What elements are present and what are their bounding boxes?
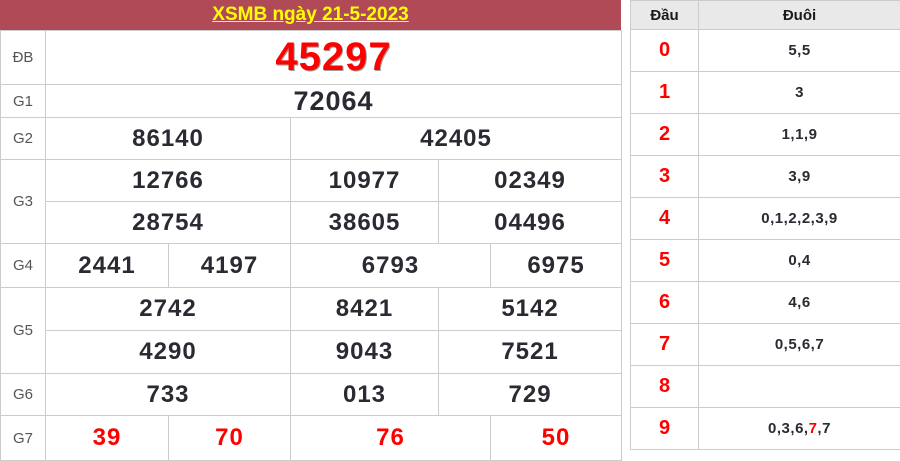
head-tail-row-9: 9 0,3,6,7,7 [631, 408, 900, 450]
duoi-values-9: 0,3,6,7,7 [699, 408, 900, 450]
prize-label-g1: G1 [1, 85, 46, 118]
head-tail-row-1: 1 3 [631, 72, 900, 114]
prize-g5-cell-5: 9043 [291, 331, 439, 374]
head-tail-row-8: 8 [631, 366, 900, 408]
dau-digit-1: 1 [631, 72, 699, 114]
duoi-values-0: 5,5 [699, 30, 900, 72]
head-tail-row-3: 3 3,9 [631, 156, 900, 198]
duoi-values-4: 0,1,2,2,3,9 [699, 198, 900, 240]
duoi-values-6: 4,6 [699, 282, 900, 324]
prize-label-g7: G7 [1, 416, 46, 461]
prize-g3-cell-1: 12766 [46, 160, 291, 202]
prize-row-g5-line1: G5 2742 8421 5142 [1, 288, 622, 331]
head-tail-row-4: 4 0,1,2,2,3,9 [631, 198, 900, 240]
prize-g5-cell-1: 2742 [46, 288, 291, 331]
dau-digit-7: 7 [631, 324, 699, 366]
prize-value-g1: 72064 [46, 85, 622, 118]
prize-g3-cell-4: 28754 [46, 202, 291, 244]
prize-g7-cell-1: 39 [46, 416, 169, 461]
prize-row-g4: G4 2441 4197 6793 6975 [1, 244, 622, 288]
prize-label-g4: G4 [1, 244, 46, 288]
head-tail-row-5: 5 0,4 [631, 240, 900, 282]
prize-g3-cell-3: 02349 [439, 160, 622, 202]
prize-value-db: 45297 [46, 31, 622, 85]
dau-digit-3: 3 [631, 156, 699, 198]
prize-label-g2: G2 [1, 118, 46, 160]
dau-digit-6: 6 [631, 282, 699, 324]
prize-g6-cell-3: 729 [439, 374, 622, 416]
prize-g5-cell-3: 5142 [439, 288, 622, 331]
prize-g5-cell-2: 8421 [291, 288, 439, 331]
prize-label-db: ĐB [1, 31, 46, 85]
title-bar: XSMB ngày 21-5-2023 [0, 0, 621, 30]
prize-g2-cell-2: 42405 [291, 118, 622, 160]
prize-g4-cell-2: 4197 [169, 244, 291, 288]
prize-row-g6: G6 733 013 729 [1, 374, 622, 416]
head-tail-panel: Đầu Đuôi 0 5,5 1 3 2 1,1,9 3 3,9 4 0,1,2… [630, 0, 900, 450]
head-tail-row-6: 6 4,6 [631, 282, 900, 324]
dau-digit-0: 0 [631, 30, 699, 72]
prize-row-g1: G1 72064 [1, 85, 622, 118]
prize-label-g6: G6 [1, 374, 46, 416]
duoi-values-2: 1,1,9 [699, 114, 900, 156]
prize-table: ĐB 45297 G1 72064 G2 86140 42405 G3 1276… [0, 30, 622, 461]
prize-row-db: ĐB 45297 [1, 31, 622, 85]
prize-g4-cell-1: 2441 [46, 244, 169, 288]
prize-g7-cell-2: 70 [169, 416, 291, 461]
prize-g7-cell-4: 50 [491, 416, 622, 461]
prize-g7-cell-3: 76 [291, 416, 491, 461]
dau-digit-4: 4 [631, 198, 699, 240]
dau-digit-8: 8 [631, 366, 699, 408]
head-tail-row-2: 2 1,1,9 [631, 114, 900, 156]
prize-g3-cell-6: 04496 [439, 202, 622, 244]
prize-g5-cell-4: 4290 [46, 331, 291, 374]
prize-g6-cell-2: 013 [291, 374, 439, 416]
prize-label-g3: G3 [1, 160, 46, 244]
prize-row-g3-line2: 28754 38605 04496 [1, 202, 622, 244]
head-tail-header-duoi: Đuôi [699, 1, 900, 30]
prize-g5-cell-6: 7521 [439, 331, 622, 374]
duoi-values-5: 0,4 [699, 240, 900, 282]
prize-label-g5: G5 [1, 288, 46, 374]
prize-g3-cell-5: 38605 [291, 202, 439, 244]
duoi-values-7: 0,5,6,7 [699, 324, 900, 366]
prize-row-g3-line1: G3 12766 10977 02349 [1, 160, 622, 202]
head-tail-row-7: 7 0,5,6,7 [631, 324, 900, 366]
duoi-values-1: 3 [699, 72, 900, 114]
head-tail-table: Đầu Đuôi 0 5,5 1 3 2 1,1,9 3 3,9 4 0,1,2… [630, 0, 900, 450]
duoi-values-8 [699, 366, 900, 408]
title-link[interactable]: XSMB ngày 21-5-2023 [212, 4, 408, 26]
dau-digit-9: 9 [631, 408, 699, 450]
prize-g4-cell-3: 6793 [291, 244, 491, 288]
prize-g2-cell-1: 86140 [46, 118, 291, 160]
prize-g6-cell-1: 733 [46, 374, 291, 416]
prize-g3-cell-2: 10977 [291, 160, 439, 202]
duoi-values-3: 3,9 [699, 156, 900, 198]
head-tail-header-dau: Đầu [631, 1, 699, 30]
dau-digit-5: 5 [631, 240, 699, 282]
head-tail-row-0: 0 5,5 [631, 30, 900, 72]
head-tail-header-row: Đầu Đuôi [631, 1, 900, 30]
prize-row-g5-line2: 4290 9043 7521 [1, 331, 622, 374]
duoi-9-part-2: ,7 [817, 420, 831, 437]
prize-row-g2: G2 86140 42405 [1, 118, 622, 160]
duoi-9-part-1: 0,3,6, [768, 420, 809, 437]
main-results-panel: XSMB ngày 21-5-2023 ĐB 45297 G1 72064 G2… [0, 0, 621, 461]
dau-digit-2: 2 [631, 114, 699, 156]
prize-row-g7: G7 39 70 76 50 [1, 416, 622, 461]
prize-g4-cell-4: 6975 [491, 244, 622, 288]
